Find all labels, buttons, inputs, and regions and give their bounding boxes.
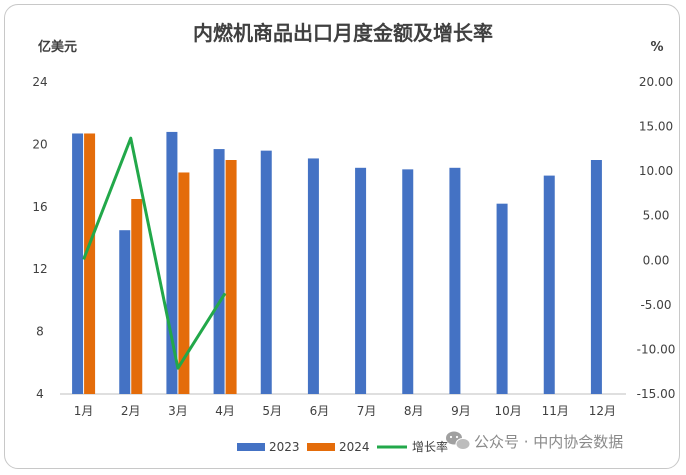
bar-2023 [355,167,367,394]
bar-2024 [84,133,96,395]
bar-2024 [178,172,190,394]
right-tick-label: -5.00 [640,298,671,312]
wechat-icon [446,431,471,450]
bar-2023 [119,230,131,394]
right-tick-label: 10.00 [639,164,673,178]
chart-frame [4,4,680,469]
x-tick-label: 9月 [451,404,471,418]
x-tick-label: 1月 [74,404,94,418]
left-tick-label: 24 [32,75,47,89]
watermark: 公众号 · 中内协会数据 [446,431,623,451]
right-tick-label: 5.00 [643,209,670,223]
bar-2023 [307,158,319,394]
left-axis-unit: 亿美元 [38,39,77,55]
plot-area: 4 8 12 16 20 24 -15.00 -10.00 -5.00 0.00 5.00 10.00… [32,75,675,418]
x-tick-label: 3月 [168,404,188,418]
x-tick-label: 8月 [404,404,424,418]
x-tick-label: 2月 [121,404,141,418]
bar-2023 [72,133,84,395]
right-axis-unit: % [650,40,663,55]
legend-swatch-bar [237,443,265,451]
bar-2024 [225,160,237,394]
x-tick-label: 10月 [494,404,521,418]
x-tick-label: 6月 [310,404,330,418]
right-tick-label: 15.00 [639,120,673,134]
legend-label: 2023 [269,440,300,454]
x-tick-label: 11月 [542,404,569,418]
legend-swatch-bar [307,443,335,451]
right-tick-label: 20.00 [639,75,673,89]
bar-2023 [402,169,414,394]
bar-2023 [543,175,555,394]
left-tick-label: 12 [32,262,47,276]
bar-2023 [213,149,225,394]
bar-2024 [131,199,143,394]
bar-2023 [449,167,461,394]
right-tick-label: -10.00 [637,342,676,356]
left-tick-label: 16 [32,200,47,214]
right-tick-label: -15.00 [637,387,676,401]
x-tick-label: 5月 [262,404,282,418]
growth-rate-line [82,136,227,370]
bar-2023 [260,150,272,394]
x-tick-label: 12月 [589,404,616,418]
left-tick-label: 20 [32,137,47,151]
watermark-text: 公众号 · 中内协会数据 [474,433,623,451]
bar-2023 [166,131,178,395]
bar-2023 [496,203,508,394]
x-tick-label: 4月 [215,404,235,418]
legend-label: 2024 [339,440,370,454]
right-tick-label: 0.00 [643,253,670,267]
x-tick-label: 7月 [357,404,377,418]
chart-title: 内燃机商品出口月度金额及增长率 [193,21,493,45]
left-tick-label: 8 [36,325,44,339]
left-tick-label: 4 [36,387,44,401]
legend-label: 增长率 [412,439,448,454]
legend: 2023 2024 增长率 [237,439,448,454]
bar-2023 [590,160,602,394]
